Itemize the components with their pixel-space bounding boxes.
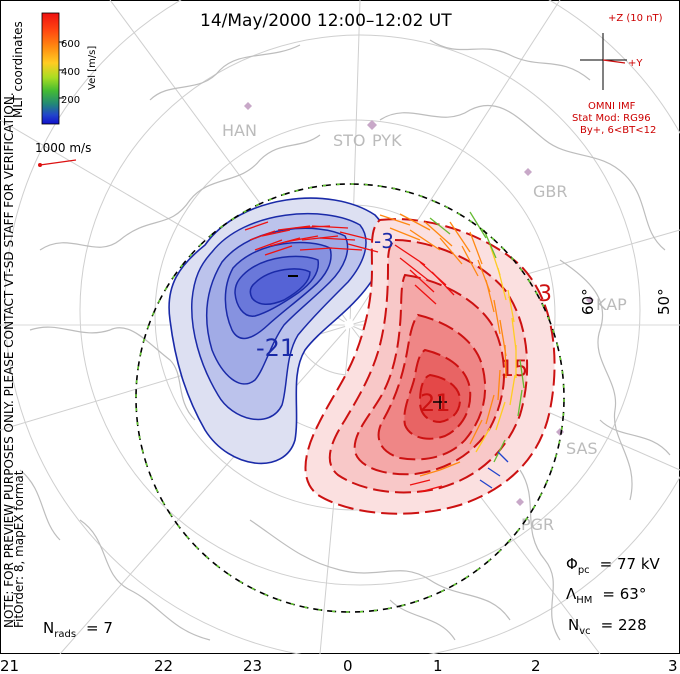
mlt-tick-22: 22 (154, 657, 173, 674)
contour-label-neg21: -21 (256, 334, 295, 362)
coastlines (19, 39, 671, 641)
colorbar-tick-400: 400 (61, 67, 80, 78)
coordinates-label: MLT coordinates (11, 21, 25, 118)
contour-label-21: 21 (420, 389, 451, 417)
station-label-han: HAN (222, 121, 257, 140)
negative-convection-cell (168, 197, 387, 465)
lat-label-50: 50° (655, 288, 673, 315)
radar-count: Nrads = 7 (43, 619, 113, 640)
imf-z-label: +Z (10 nT) (608, 13, 663, 24)
mlt-axis: 21 22 23 0 1 2 3 (0, 657, 678, 674)
velocity-vectors (244, 211, 525, 493)
imf-condition: By+, 6<BT<12 (580, 125, 656, 136)
station-label-sto: STO (333, 131, 366, 150)
station-label-sas: SAS (566, 439, 598, 458)
imf-y-label: +Y (628, 58, 643, 69)
scale-vector-arrow (39, 159, 77, 166)
fit-statistics: Φpc = 77 kV ΛHM = 63° Nvc = 228 Nrads = 7 (43, 555, 661, 640)
lat-label-60: 60° (579, 288, 597, 315)
positive-cell-maximum-marker (433, 395, 447, 409)
velocity-colorbar: 600 400 200 Vel [m/s] (41, 12, 98, 125)
contour-label-neg3: -3 (374, 229, 394, 253)
plot-title: 14/May/2000 12:00–12:02 UT (200, 11, 452, 31)
pole-marker (344, 318, 354, 330)
mlt-tick-3: 3 (668, 657, 678, 674)
plot-frame (0, 0, 680, 654)
imf-model: Stat Mod: RG96 (572, 113, 651, 124)
mlt-tick-2: 2 (531, 657, 541, 674)
preview-note: NOTE: FOR PREVIEW PURPOSES ONLY. PLEASE … (2, 92, 16, 628)
mlt-tick-0: 0 (343, 657, 353, 674)
station-label-pyk: PYK (372, 131, 402, 150)
mlt-tick-23: 23 (243, 657, 262, 674)
contour-label-3: 3 (538, 282, 552, 307)
colorbar-tick-600: 600 (61, 39, 80, 50)
scale-vector-label: 1000 m/s (35, 141, 91, 155)
fit-order-note: FitOrder: 8, mapEX format (12, 470, 26, 628)
vector-count: Nvc = 228 (568, 616, 647, 637)
heppner-maynard-boundary (135, 183, 565, 613)
station-label-kap: KAP (596, 295, 627, 314)
mlt-tick-21: 21 (0, 657, 19, 674)
hm-boundary-latitude: ΛHM = 63° (566, 585, 646, 606)
mlt-tick-1: 1 (433, 657, 443, 674)
imf-source: OMNI IMF (588, 101, 636, 112)
colorbar-tick-200: 200 (61, 95, 80, 106)
imf-clock: +Z (10 nT) +Y OMNI IMF Stat Mod: RG96 By… (572, 13, 663, 136)
station-label-gbr: GBR (533, 182, 568, 201)
colorbar-label: Vel [m/s] (87, 46, 98, 90)
station-label-pgr: PGR (521, 515, 554, 534)
cross-polar-potential: Φpc = 77 kV (566, 555, 661, 576)
scale-vector-dot (38, 163, 42, 167)
